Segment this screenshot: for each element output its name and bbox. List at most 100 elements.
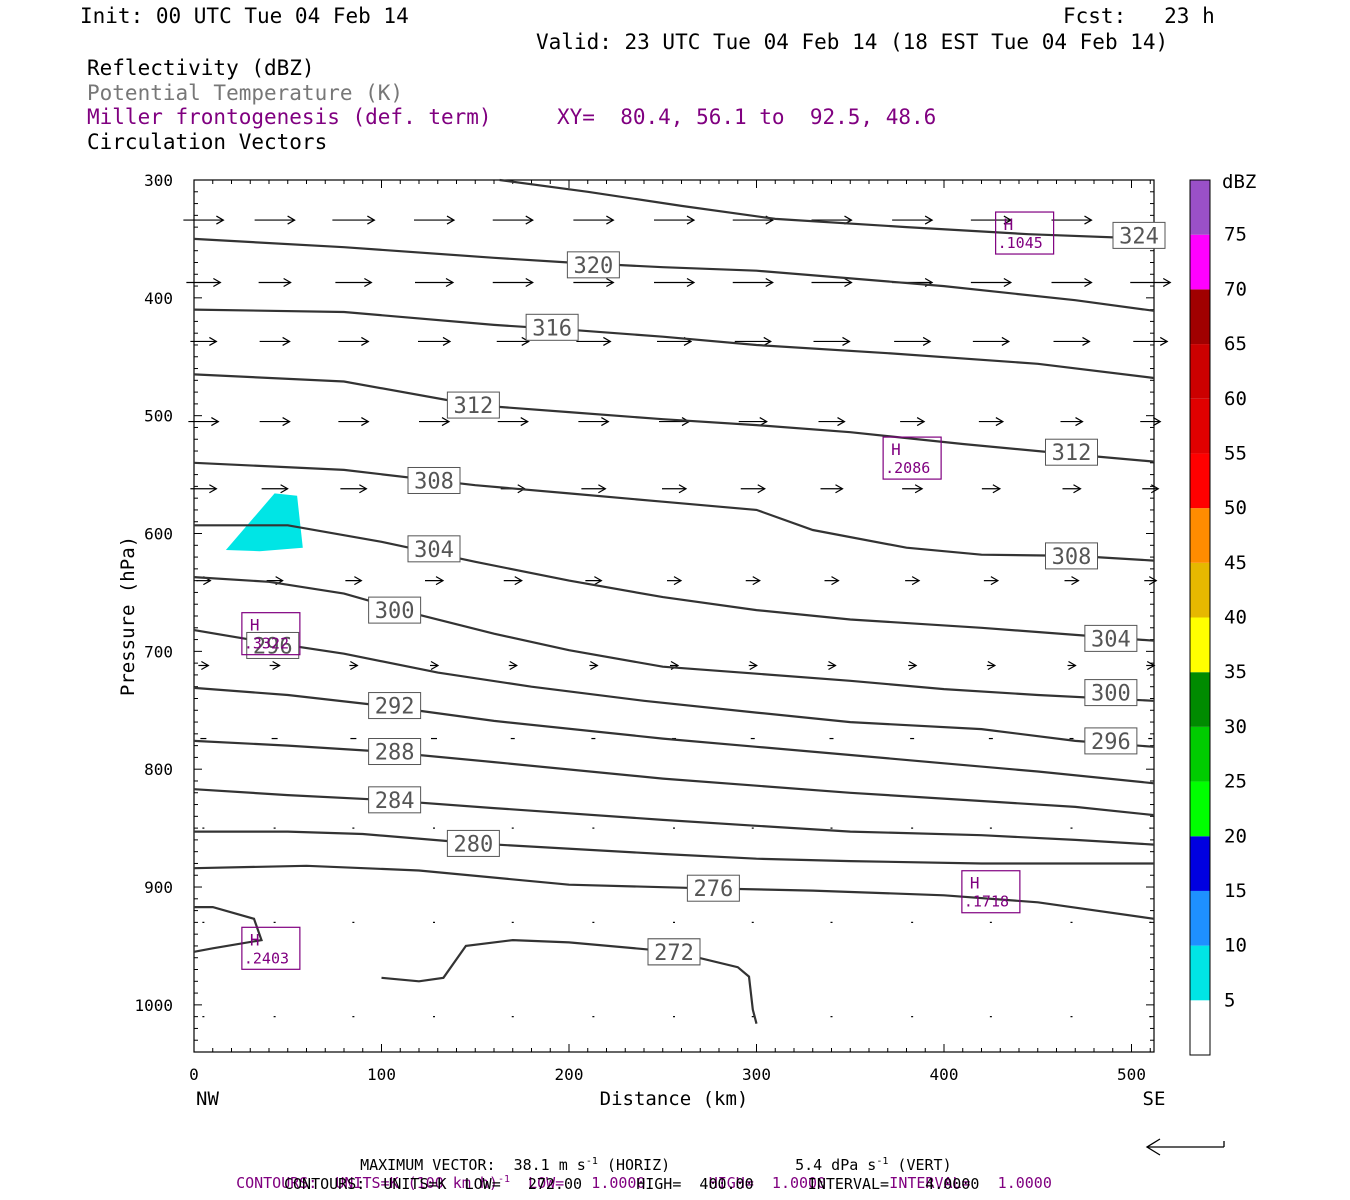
frontogenesis-max-value: .1045 — [998, 234, 1043, 252]
colorbar-bin — [1190, 617, 1210, 673]
theta-contour-label: 308 — [1052, 545, 1092, 570]
colorbar-bin — [1190, 508, 1210, 563]
theta-contour — [193, 237, 1155, 312]
x-tick-label: 500 — [1117, 1065, 1146, 1084]
frontogenesis-max-value: .2403 — [244, 949, 289, 967]
reflectivity-patch — [225, 493, 303, 552]
colorbar-level-label: 5 — [1224, 989, 1235, 1011]
circulation-vector-head — [1148, 576, 1158, 586]
circulation-vector-head — [509, 660, 518, 671]
x-tick-label: 100 — [367, 1065, 396, 1084]
circulation-vector-head — [606, 277, 615, 288]
colorbar-bin — [1190, 344, 1210, 399]
colorbar-bin — [1190, 180, 1210, 235]
circulation-vector-head — [521, 336, 530, 346]
legend-frontogenesis: Miller frontogenesis (def. term) — [87, 105, 492, 129]
theta-contour-label-box — [1084, 624, 1138, 652]
colorbar-level-label: 20 — [1224, 825, 1247, 847]
valid-time: Valid: 23 UTC Tue 04 Feb 14 (18 EST Tue … — [536, 30, 1169, 54]
y-tick-label: 500 — [144, 407, 173, 426]
max-vector-vert-value: 5.4 dPa s — [795, 1156, 877, 1174]
colorbar-bin — [1190, 726, 1210, 782]
y-tick-label: 800 — [144, 760, 173, 779]
circulation-vector-head — [359, 484, 368, 494]
circulation-vector-head — [354, 576, 363, 586]
circulation-vector-head — [282, 417, 291, 427]
colorbar-level-label: 65 — [1224, 333, 1247, 355]
circulation-vector-head — [1084, 277, 1093, 288]
circulation-vector-head — [1073, 484, 1082, 494]
circulation-vector-head — [525, 215, 534, 225]
circulation-vector-head — [446, 215, 456, 225]
frontogenesis-max-value: .3322 — [244, 635, 289, 653]
circulation-vector-head — [763, 336, 772, 346]
legend-xy: XY= 80.4, 56.1 to 92.5, 48.6 — [557, 105, 937, 129]
theta-contour-label: 316 — [532, 316, 572, 341]
circulation-vector-head — [1003, 277, 1013, 288]
frontogenesis-max-box — [961, 870, 1021, 914]
theta-contour — [193, 906, 263, 953]
circulation-vector-head — [686, 277, 696, 288]
circulation-vector-head — [213, 277, 222, 288]
frontogenesis-max-value: .1718 — [964, 893, 1009, 911]
theta-contour-label-box — [407, 535, 461, 563]
colorbar-level-label: 10 — [1224, 935, 1247, 957]
theta-contour-label-box — [368, 692, 422, 720]
init-time: Init: 00 UTC Tue 04 Feb 14 — [80, 4, 409, 28]
circulation-vector-head — [594, 576, 603, 586]
circulation-vector-head — [209, 336, 218, 346]
circulation-vector-head — [828, 660, 837, 671]
colorbar-level-label: 25 — [1224, 771, 1247, 793]
theta-contour-label-box — [368, 738, 422, 766]
legend-theta: Potential Temperature (K) — [87, 81, 404, 105]
plot-frame — [193, 179, 1155, 1053]
theta-contour-label: 312 — [1052, 441, 1092, 466]
circulation-vector-head — [987, 660, 997, 671]
frontogenesis-max-box — [241, 926, 301, 970]
colorbar-level-label: 75 — [1224, 224, 1247, 246]
circulation-vector-head — [765, 277, 774, 288]
frontogenesis-contour-info: CONTOURS: UNITS=K (100 km h)-1 LOW= 1.00… — [218, 1156, 1052, 1192]
y-tick-label: 600 — [144, 525, 173, 544]
theta-contour-label: 324 — [1119, 224, 1159, 249]
colorbar-bin — [1190, 672, 1210, 727]
circulation-vector-head — [598, 484, 607, 494]
circulation-vector-head — [445, 277, 455, 288]
colorbar-level-label: 15 — [1224, 880, 1247, 902]
circulation-vector-head — [686, 215, 696, 225]
theta-contour — [193, 576, 1155, 702]
circulation-vector-head — [844, 277, 853, 288]
theta-contour-label-box — [1112, 221, 1166, 249]
circulation-vector-head — [280, 484, 289, 494]
colorbar-level-label: 50 — [1224, 497, 1247, 519]
circulation-vector-head — [201, 660, 210, 671]
y-tick-label: 900 — [144, 878, 173, 897]
circulation-vector-head — [1075, 417, 1084, 427]
colorbar-level-label: 35 — [1224, 661, 1247, 683]
fronto-contour-levels: LOW= 1.0000 HIGH= 1.0000 INTERVAL= 1.000… — [510, 1174, 1052, 1192]
theta-contour — [193, 788, 1155, 846]
circulation-vector-head — [922, 336, 932, 346]
theta-contour-label-box — [1084, 727, 1138, 755]
circulation-vector-head — [430, 660, 440, 671]
theta-contour-label: 304 — [1091, 627, 1131, 652]
circulation-vector-head — [1071, 576, 1080, 586]
circulation-vector-head — [1003, 215, 1013, 225]
circulation-vector-head — [992, 484, 1002, 494]
fronto-contour-unit-exp: -1 — [497, 1174, 511, 1185]
colorbar-level-label: 45 — [1224, 552, 1247, 574]
theta-contour-label: 276 — [694, 877, 734, 902]
colorbar-bin — [1190, 945, 1210, 1001]
theta-contour-label: 312 — [454, 394, 494, 419]
theta-contour-label: 300 — [375, 599, 415, 624]
colorbar-bin — [1190, 562, 1210, 618]
theta-contour-info: CONTOURS: UNITS=K LOW= 272.00 HIGH= 400.… — [284, 1175, 980, 1193]
colorbar-level-label: 30 — [1224, 716, 1247, 738]
max-vector-horiz-unit-exp: -1 — [585, 1156, 598, 1167]
theta-contour-label: 280 — [454, 832, 494, 857]
max-vector-horiz: MAXIMUM VECTOR: 38.1 m s — [360, 1156, 586, 1174]
circulation-vector-head — [361, 417, 370, 427]
y-axis-label: Pressure (hPa) — [117, 536, 139, 696]
theta-contour-label: 292 — [375, 695, 415, 720]
